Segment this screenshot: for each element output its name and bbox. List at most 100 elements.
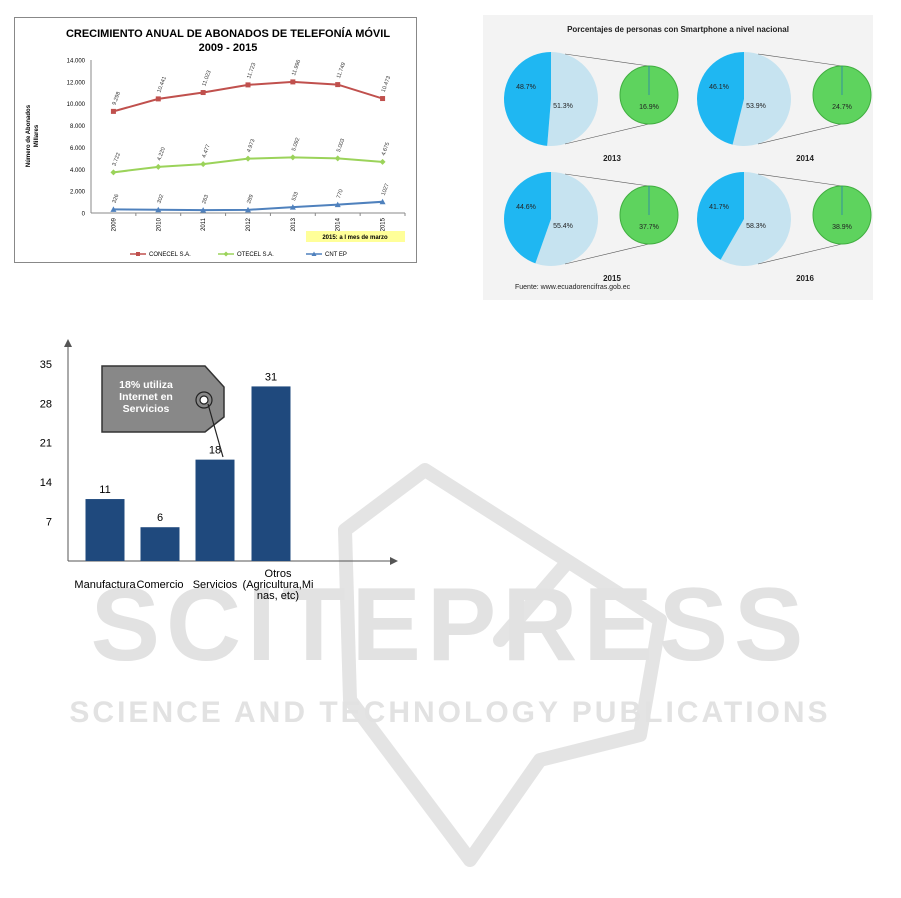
x-tick-label: 2012 xyxy=(246,217,252,231)
data-label: 770 xyxy=(336,189,345,200)
data-point xyxy=(245,82,251,88)
callout-tag xyxy=(101,365,225,433)
pie-slice-label: 51.3% xyxy=(553,103,573,110)
data-label: 11.749 xyxy=(336,62,347,79)
pie-slice xyxy=(697,52,744,145)
data-label: 9.298 xyxy=(112,91,122,106)
pie-slice xyxy=(504,52,551,146)
note-text: 2015: a l mes de marzo xyxy=(322,235,388,241)
data-label: 302 xyxy=(157,194,166,205)
line-chart-subtitle: 2009 - 2015 xyxy=(199,42,258,54)
bar-value-label: 6 xyxy=(157,512,163,524)
x-tick-label: Comercio xyxy=(136,579,183,591)
data-point xyxy=(110,169,117,176)
data-point xyxy=(380,96,386,102)
data-point xyxy=(245,155,251,162)
pie-year-label: 2014 xyxy=(796,154,814,163)
small-pie-label: 16.9% xyxy=(639,104,659,111)
connector-line xyxy=(757,173,843,187)
pie-chart: Porcentajes de personas con Smartphone a… xyxy=(504,25,872,291)
y-tick-label: 2.000 xyxy=(70,190,86,196)
connector-line xyxy=(757,53,843,67)
line-chart: CRECIMIENTO ANUAL DE ABONADOS DE TELEFON… xyxy=(26,27,406,258)
bar-chart: 7 14 21 28 35 11 Manufactura 6 Comercio 18 Servici… xyxy=(40,339,398,602)
callout-text: Internet en xyxy=(119,391,173,403)
data-point xyxy=(245,206,251,213)
data-point xyxy=(110,206,117,212)
data-point xyxy=(200,161,207,168)
x-tick-label: 2011 xyxy=(201,217,207,231)
bar-value-label: 18 xyxy=(209,445,221,457)
data-label: 11.023 xyxy=(201,70,212,87)
pie-year-label: 2015 xyxy=(603,274,621,283)
x-tick-label: (Agricultura,Mi xyxy=(243,579,314,591)
pie-year-label: 2016 xyxy=(796,274,814,283)
data-label: 10.473 xyxy=(381,75,392,93)
data-point xyxy=(290,79,296,85)
connector-line xyxy=(757,243,843,265)
pie-chart-title: Porcentajes de personas con Smartphone a… xyxy=(567,25,789,34)
pie-slice-label: 53.9% xyxy=(746,103,766,110)
bar-value-label: 31 xyxy=(265,371,277,383)
y-tick-label: 14 xyxy=(40,477,52,489)
legend-marker xyxy=(136,252,140,256)
data-point xyxy=(110,108,116,114)
y-tick-label: 14.000 xyxy=(67,59,86,65)
data-label: 11.723 xyxy=(246,62,257,79)
pie-slice-label: 46.1% xyxy=(709,84,729,91)
data-label: 289 xyxy=(246,194,255,205)
bar xyxy=(195,459,235,561)
data-label: 11.996 xyxy=(291,59,302,76)
data-label: 5.003 xyxy=(336,138,346,153)
x-tick-label: nas, etc) xyxy=(257,590,299,602)
data-label: 4.973 xyxy=(246,138,256,153)
small-pie-label: 24.7% xyxy=(832,104,852,111)
y-axis-label: Número de Abonados xyxy=(26,104,32,167)
legend-label: CONECEL S.A. xyxy=(149,252,191,258)
x-tick-label: 2010 xyxy=(156,217,162,231)
pie-slice xyxy=(720,172,791,266)
x-tick-label: 2009 xyxy=(111,217,117,231)
callout-text: 18% utiliza xyxy=(119,379,173,391)
pie-slice-label: 41.7% xyxy=(709,204,729,211)
pie-year-label: 2013 xyxy=(603,154,621,163)
y-tick-label: 12.000 xyxy=(67,80,86,86)
y-tick-label: 28 xyxy=(40,398,52,410)
bar-value-label: 11 xyxy=(99,484,110,496)
bar xyxy=(85,499,125,561)
data-point xyxy=(289,204,296,210)
connector-line xyxy=(564,243,650,265)
data-label: 3.722 xyxy=(112,152,122,167)
x-tick-label: 2014 xyxy=(336,217,342,231)
data-label: 10.441 xyxy=(157,76,168,94)
small-pie-label: 37.7% xyxy=(639,224,659,231)
data-point xyxy=(335,82,341,88)
data-point xyxy=(289,154,296,161)
data-point xyxy=(200,207,207,213)
data-label: 263 xyxy=(201,194,210,205)
x-tick-label: 2013 xyxy=(291,217,297,231)
callout-ring xyxy=(195,391,213,409)
line-chart-panel: CRECIMIENTO ANUAL DE ABONADOS DE TELEFON… xyxy=(14,17,417,263)
data-point xyxy=(200,90,206,96)
data-point xyxy=(155,206,162,213)
y-tick-label: 6.000 xyxy=(70,146,86,152)
x-tick-label: Otros xyxy=(265,568,292,580)
small-pie-label: 38.9% xyxy=(832,224,852,231)
note-box xyxy=(306,231,405,242)
data-label: 1027 xyxy=(381,183,391,197)
pie-slice xyxy=(732,52,791,147)
data-label: 326 xyxy=(112,193,121,204)
y-axis-label-2: Millares xyxy=(34,124,40,147)
legend-label: OTECEL S.A. xyxy=(237,252,274,258)
data-point xyxy=(379,198,386,205)
connector-line xyxy=(564,53,650,67)
pie-slice-label: 55.4% xyxy=(553,223,573,230)
bar-chart-panel: 7 14 21 28 35 11 Manufactura 6 Comercio 18 Servici… xyxy=(30,325,410,615)
bar xyxy=(140,527,180,561)
data-point xyxy=(379,158,386,165)
data-point xyxy=(334,155,341,162)
x-axis-arrow xyxy=(390,557,398,565)
x-tick-label: Servicios xyxy=(193,579,238,591)
callout-hole xyxy=(199,395,209,405)
